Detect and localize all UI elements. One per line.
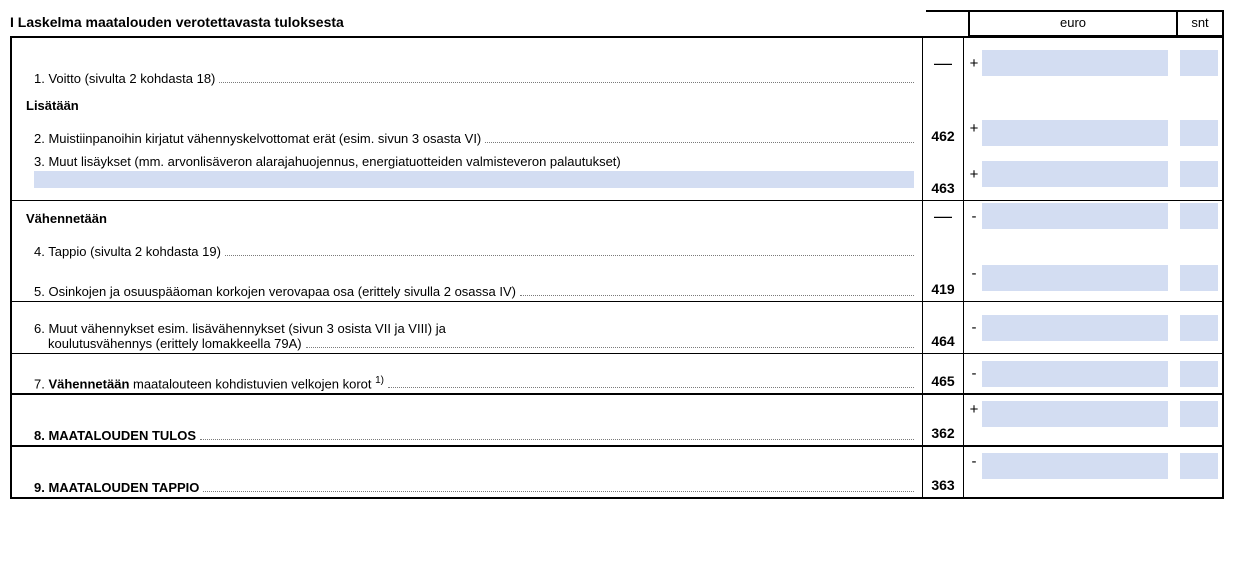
row-9-sign: - [964,447,982,497]
row-6-euro-input[interactable] [982,315,1168,341]
form-body: 1. Voitto (sivulta 2 kohdasta 18) — + Li… [10,36,1224,499]
dot-leader [520,295,914,296]
row-1-label: 1. Voitto (sivulta 2 kohdasta 18) [34,71,215,86]
tax-form: I Laskelma maatalouden verotettavasta tu… [10,10,1224,499]
section-add: Lisätään [12,88,1222,118]
row-1-snt-input[interactable] [1180,50,1218,76]
row-3-euro-input[interactable] [982,161,1168,187]
row-9-label: 9. MAATALOUDEN TAPPIO [34,480,199,495]
row-6-label-2: koulutusvähennys (erittely lomakkeella 7… [34,336,302,351]
row-5-sign: - [964,261,982,301]
row-8-snt-input[interactable] [1180,401,1218,427]
row-3-code: 463 [922,148,964,200]
row-5-label: 5. Osinkojen ja osuuspääoman korkojen ve… [34,284,516,299]
row-2-sign: + [964,118,982,148]
form-title: I Laskelma maatalouden verotettavasta tu… [10,10,926,36]
dot-leader [203,491,914,492]
row-6-snt-input[interactable] [1180,315,1218,341]
row-2: 2. Muistiinpanoihin kirjatut vähennyskel… [12,118,1222,148]
row-7-sign: - [964,354,982,393]
row-1-code: — [922,38,964,88]
row-8-code: 362 [922,395,964,445]
row-6-sign: - [964,302,982,353]
row-8: 8. MAATALOUDEN TULOS 362 + [12,393,1222,445]
row-6: 6. Muut vähennykset esim. lisävähennykse… [12,301,1222,353]
row-4-label: 4. Tappio (sivulta 2 kohdasta 19) [34,244,221,259]
row-7: 7. Vähennetään maatalouteen kohdistuvien… [12,353,1222,393]
row-1: 1. Voitto (sivulta 2 kohdasta 18) — + [12,36,1222,88]
row-4-sign: - [964,201,982,231]
row-9-code: 363 [922,447,964,497]
row-1-sign: + [964,38,982,88]
row-7-euro-input[interactable] [982,361,1168,387]
row-2-label: 2. Muistiinpanoihin kirjatut vähennyskel… [34,131,481,146]
section-sub: Vähennetään — - [12,200,1222,231]
row-5: 5. Osinkojen ja osuuspääoman korkojen ve… [12,261,1222,301]
row-3-label: 3. Muut lisäykset (mm. arvonlisäveron al… [34,154,621,169]
row-7-snt-input[interactable] [1180,361,1218,387]
row-2-euro-input[interactable] [982,120,1168,146]
dot-leader [306,347,914,348]
row-4-euro-input[interactable] [982,203,1168,229]
row-3-subfield[interactable] [34,171,914,188]
section-sub-label: Vähennetään [12,201,922,231]
row-7-code: 465 [922,354,964,393]
dot-leader [219,82,914,83]
row-8-sign: + [964,395,982,445]
row-9-snt-input[interactable] [1180,453,1218,479]
row-6-code: 464 [922,302,964,353]
row-3-snt-input[interactable] [1180,161,1218,187]
col-header-euro: euro [968,10,1178,36]
row-5-snt-input[interactable] [1180,265,1218,291]
row-3-sign: + [964,148,982,200]
dot-leader [485,142,914,143]
row-2-code: 462 [922,118,964,148]
row-4: 4. Tappio (sivulta 2 kohdasta 19) [12,231,1222,261]
row-1-euro-input[interactable] [982,50,1168,76]
col-header-snt: snt [1178,10,1224,36]
row-4-snt-input[interactable] [1180,203,1218,229]
row-7-label: 7. Vähennetään maatalouteen kohdistuvien… [34,375,384,391]
dot-leader [388,387,914,388]
dot-leader [225,255,914,256]
row-5-code: 419 [922,261,964,301]
row-9: 9. MAATALOUDEN TAPPIO 363 - [12,445,1222,497]
row-4-code: — [922,201,964,231]
row-6-label-1: 6. Muut vähennykset esim. lisävähennykse… [34,321,446,336]
row-3: 3. Muut lisäykset (mm. arvonlisäveron al… [12,148,1222,200]
row-9-euro-input[interactable] [982,453,1168,479]
section-add-label: Lisätään [12,88,922,118]
row-8-label: 8. MAATALOUDEN TULOS [34,428,196,443]
form-header: I Laskelma maatalouden verotettavasta tu… [10,10,1224,36]
row-2-snt-input[interactable] [1180,120,1218,146]
row-8-euro-input[interactable] [982,401,1168,427]
dot-leader [200,439,914,440]
row-5-euro-input[interactable] [982,265,1168,291]
